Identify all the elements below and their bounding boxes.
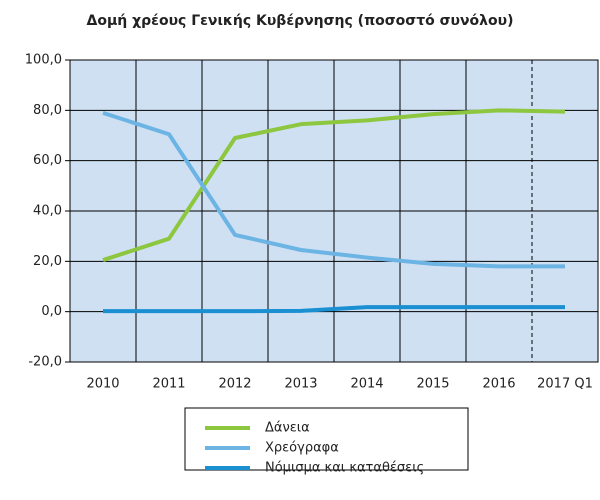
x-tick-label: 2013: [284, 377, 317, 392]
x-tick-label: 2011: [152, 377, 185, 392]
x-tick-label: 2012: [218, 377, 251, 392]
x-tick-label: 2017 Q1: [537, 377, 593, 392]
y-tick-label: 80,0: [33, 103, 62, 118]
legend-label: Νόμισμα και καταθέσεις: [265, 461, 424, 476]
y-tick-label: 60,0: [33, 153, 62, 168]
y-tick-label: 40,0: [33, 204, 62, 219]
x-tick-label: 2010: [86, 377, 119, 392]
y-tick-label: 100,0: [25, 53, 62, 68]
series-line: [102, 110, 565, 269]
legend-label: Δάνεια: [265, 421, 310, 436]
y-tick-label: -20,0: [28, 355, 62, 370]
y-tick-label: 0,0: [41, 304, 62, 319]
y-tick-label: 20,0: [33, 254, 62, 269]
legend-label: Χρεόγραφα: [265, 441, 339, 456]
series-line: [102, 108, 566, 262]
x-tick-label: 2015: [416, 377, 449, 392]
chart-title: Δομή χρέους Γενικής Κυβέρνησης (ποσοστό …: [87, 13, 514, 29]
legend: [184, 407, 469, 471]
series-line: [103, 305, 565, 314]
x-tick-label: 2014: [350, 377, 383, 392]
x-tick-label: 2016: [482, 377, 515, 392]
